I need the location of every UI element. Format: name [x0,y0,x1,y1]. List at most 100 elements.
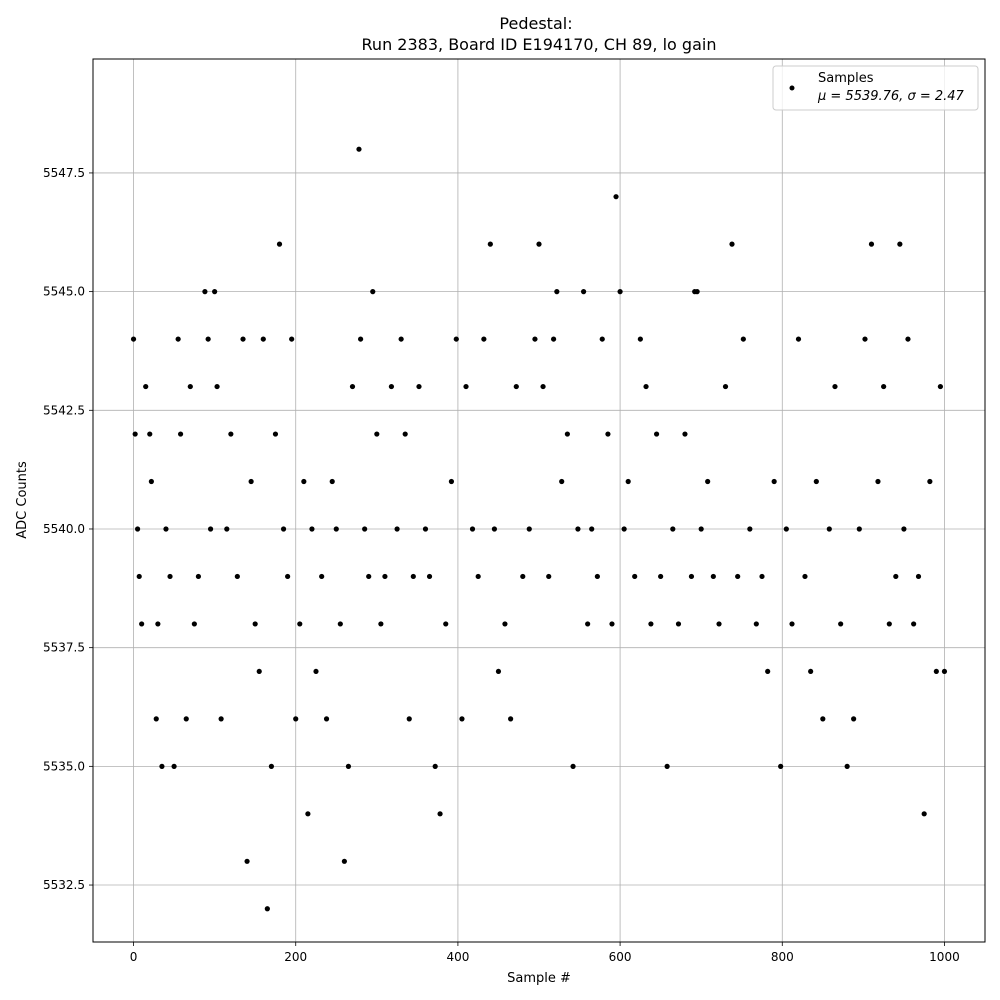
data-point [915,573,922,580]
data-point [564,431,570,437]
data-point [443,621,449,627]
data-point [469,526,476,532]
data-point [648,621,654,627]
data-point [881,383,887,390]
data-point [540,383,546,390]
axis-ticks: 0 200 400 600 800 1000 5532.5 5535.0 5537.5 5540.… [43,166,960,964]
data-point [374,431,380,437]
data-point [301,478,307,485]
y-tick-label: 5532.5 [43,878,85,892]
x-tick-label: 600 [609,950,632,964]
data-point [481,336,487,342]
data-point [459,716,465,722]
data-point [341,858,347,864]
data-point [941,668,948,675]
data-point [795,336,802,342]
plot-frame [92,58,986,943]
data-point [783,526,789,532]
data-point [643,383,649,390]
data-point [171,763,177,769]
data-point [159,763,165,769]
x-tick-label: 200 [284,950,307,964]
data-point [698,526,704,532]
y-tick-label: 5545.0 [43,285,85,299]
x-tick-label: 400 [446,950,469,964]
data-point [224,526,230,532]
y-tick-label: 5547.5 [43,166,85,180]
data-point [605,431,611,437]
data-point [921,811,927,817]
data-point [520,573,526,580]
data-point [135,526,141,532]
data-point [394,526,400,532]
data-point [463,383,469,390]
data-point [911,621,917,627]
data-point [234,573,240,580]
legend: Samples μ = 5539.76, σ = 2.47 [772,65,979,111]
data-point [337,621,343,627]
legend-box [772,65,979,111]
data-point [147,431,153,437]
data-point [753,621,759,627]
data-point [143,383,149,390]
data-point [868,241,875,247]
data-point [268,763,274,769]
data-point [599,336,605,342]
data-point [240,336,246,342]
data-point [789,621,795,627]
data-point [832,383,838,390]
data-point [838,621,844,627]
data-point [675,621,682,627]
data-point [289,336,295,342]
data-point [862,336,868,342]
data-point [735,573,741,580]
data-point [191,621,197,627]
data-point [293,716,299,722]
data-point [716,621,722,627]
data-point [329,478,335,485]
data-point [625,478,631,485]
data-point [559,478,565,485]
data-point [155,621,161,627]
data-point [187,383,193,390]
data-point [272,431,279,437]
data-point [905,336,911,342]
data-point [132,431,138,437]
y-axis-label: ADC Counts [15,461,30,539]
data-point [609,621,615,627]
data-point [550,336,557,342]
data-point [658,573,664,580]
legend-marker [789,85,795,91]
data-point [813,478,819,485]
data-point [594,573,600,580]
data-point [382,573,388,580]
data-point [195,573,202,580]
data-point [653,431,660,437]
data-point [844,763,850,769]
data-point [313,668,319,675]
data-point [214,383,220,390]
data-point [432,763,438,769]
data-point [349,383,356,390]
data-point [933,668,939,675]
data-point [163,526,169,532]
data-point [886,621,892,627]
data-point [406,716,412,722]
data-point [901,526,907,532]
data-point [183,716,189,722]
data-point [280,526,287,532]
data-point [632,573,638,580]
data-point [139,621,145,627]
data-point [621,526,627,532]
data-point [356,146,362,152]
x-tick-label: 800 [771,950,794,964]
data-point [388,383,395,390]
data-point [323,716,330,722]
data-point [778,763,784,769]
data-point [175,336,181,342]
data-point [802,573,808,580]
data-point [260,336,266,342]
data-point [366,573,372,580]
data-point [589,526,595,532]
